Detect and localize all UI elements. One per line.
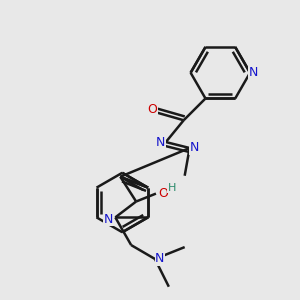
- Text: O: O: [158, 187, 168, 200]
- Text: N: N: [104, 213, 113, 226]
- Text: N: N: [248, 66, 258, 79]
- Text: N: N: [155, 253, 165, 266]
- Text: H: H: [168, 183, 176, 193]
- Text: O: O: [147, 103, 157, 116]
- Text: N: N: [190, 142, 199, 154]
- Text: N: N: [156, 136, 166, 148]
